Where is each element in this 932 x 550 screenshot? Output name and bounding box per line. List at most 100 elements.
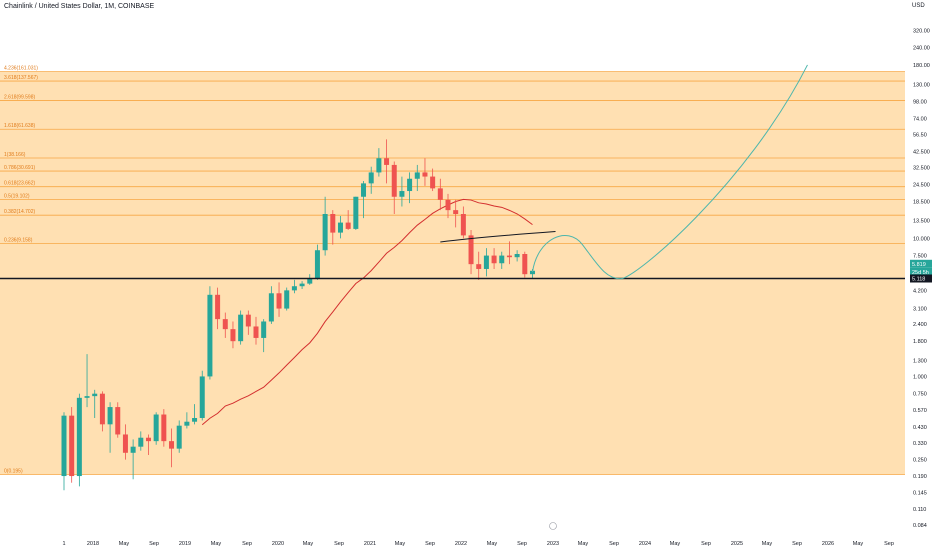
price-tag bbox=[910, 267, 932, 276]
fib-label: 0.618(23.662) bbox=[4, 181, 35, 187]
candle-body bbox=[276, 293, 282, 309]
y-tick-label: 0.430 bbox=[913, 425, 927, 431]
candle-body bbox=[238, 314, 244, 342]
x-tick-label: May bbox=[853, 541, 864, 547]
chart-title: Chainlink / United States Dollar, 1M, CO… bbox=[4, 3, 155, 10]
candle-body bbox=[215, 294, 221, 320]
y-tick-label: 0.250 bbox=[913, 458, 927, 464]
y-tick-label: 42.500 bbox=[913, 150, 930, 156]
x-tick-label: 2022 bbox=[455, 541, 467, 547]
candle-body bbox=[76, 397, 82, 477]
y-tick-label: 10.000 bbox=[913, 236, 930, 242]
candle-body bbox=[337, 222, 343, 233]
x-tick-label: May bbox=[211, 541, 222, 547]
y-tick-label: 1.800 bbox=[913, 339, 927, 345]
y-tick-label: 320.00 bbox=[913, 28, 930, 34]
y-tick-label: 0.110 bbox=[913, 507, 926, 513]
x-tick-label: 2018 bbox=[87, 541, 99, 547]
candle-body bbox=[445, 199, 451, 211]
candle-body bbox=[368, 172, 374, 184]
y-tick-label: 74.00 bbox=[913, 116, 927, 122]
x-tick-label: Sep bbox=[425, 541, 435, 547]
candle-body bbox=[61, 415, 67, 477]
fib-label: 0.5(19.102) bbox=[4, 194, 30, 200]
x-tick-label: Sep bbox=[242, 541, 252, 547]
fib-label: 1(38.166) bbox=[4, 152, 26, 158]
candle-body bbox=[107, 407, 113, 425]
candle-body bbox=[253, 326, 259, 338]
candle-body bbox=[153, 414, 159, 442]
candle-body bbox=[230, 329, 236, 342]
candle-body bbox=[483, 255, 489, 269]
y-tick-label: 0.145 bbox=[913, 490, 927, 496]
candle-body bbox=[468, 235, 474, 265]
y-tick-label: 1.000 bbox=[913, 374, 927, 380]
candle-body bbox=[92, 393, 98, 397]
fib-label: 1.618(61.638) bbox=[4, 123, 35, 129]
x-tick-label: Sep bbox=[517, 541, 527, 547]
x-tick-label: May bbox=[578, 541, 589, 547]
candle-body bbox=[192, 418, 198, 422]
x-tick-label: May bbox=[762, 541, 773, 547]
fib-label: 0.236(9.158) bbox=[4, 238, 33, 244]
x-tick-label: 2020 bbox=[272, 541, 284, 547]
candle-body bbox=[476, 264, 482, 269]
y-tick-label: 130.00 bbox=[913, 82, 930, 88]
fib-label: 0.382(14.702) bbox=[4, 209, 35, 215]
y-tick-label: 18.500 bbox=[913, 199, 930, 205]
x-tick-label: May bbox=[670, 541, 681, 547]
candle-body bbox=[437, 188, 443, 200]
moving-average bbox=[201, 198, 533, 426]
candle-body bbox=[122, 434, 128, 453]
price-tag-label: 5.819 bbox=[912, 262, 926, 268]
candle-body bbox=[84, 396, 90, 398]
y-tick-label: 2.400 bbox=[913, 322, 927, 328]
x-tick-label: May bbox=[395, 541, 406, 547]
x-tick-label: Sep bbox=[884, 541, 894, 547]
candle-body bbox=[361, 183, 367, 197]
fib-label: 0.786(30.691) bbox=[4, 165, 35, 171]
candle-body bbox=[376, 158, 382, 173]
time-axis[interactable]: 1 2018 May Sep 2019 May Sep 2020 May Sep 2021 May Se… bbox=[62, 522, 894, 548]
fib-label: 3.618(137.567) bbox=[4, 75, 38, 81]
candle-body bbox=[184, 421, 190, 426]
candle-body bbox=[307, 278, 313, 284]
candle-body bbox=[322, 214, 328, 251]
candle-body bbox=[222, 319, 228, 330]
ma-line bbox=[201, 198, 533, 426]
x-tick-label: 2019 bbox=[179, 541, 191, 547]
y-tick-label: 1.300 bbox=[913, 359, 927, 365]
y-tick-label: 3.100 bbox=[913, 307, 927, 313]
timezone-marker-icon bbox=[549, 522, 557, 530]
x-tick-label: May bbox=[119, 541, 130, 547]
price-tag bbox=[910, 274, 932, 283]
price-tag bbox=[910, 259, 932, 268]
candle-body bbox=[99, 393, 105, 425]
candle-body bbox=[199, 376, 205, 419]
candle-body bbox=[268, 293, 274, 322]
candle-body bbox=[391, 164, 397, 197]
fib-label: 4.236(161.031) bbox=[4, 66, 38, 72]
y-tick-label: 4.200 bbox=[913, 288, 927, 294]
x-tick-label: Sep bbox=[334, 541, 344, 547]
candle-body bbox=[499, 255, 505, 264]
candle-body bbox=[299, 283, 305, 287]
candle-body bbox=[506, 255, 512, 258]
fib-label: 0(0.195) bbox=[4, 468, 23, 474]
y-tick-label: 240.00 bbox=[913, 46, 930, 52]
x-tick-label: Sep bbox=[792, 541, 802, 547]
candle-body bbox=[430, 176, 436, 189]
price-axis[interactable]: 320.00 240.00 180.00 130.00 98.00 74.00 56.50 4… bbox=[910, 28, 932, 529]
candle-body bbox=[353, 196, 359, 229]
y-tick-label: 24.500 bbox=[913, 183, 930, 189]
candle-body bbox=[284, 290, 290, 309]
candle-body bbox=[207, 294, 213, 377]
y-tick-label: 56.50 bbox=[913, 132, 927, 138]
candle-body bbox=[261, 321, 267, 338]
candle-body bbox=[176, 425, 182, 449]
projection-curve bbox=[531, 64, 808, 280]
price-tag-label: 5.118 bbox=[912, 276, 925, 282]
fib-lines: 0(0.195) 0.236(9.158) 0.382(14.702) 0.5(19.… bbox=[0, 66, 905, 475]
candle-body bbox=[115, 407, 121, 435]
